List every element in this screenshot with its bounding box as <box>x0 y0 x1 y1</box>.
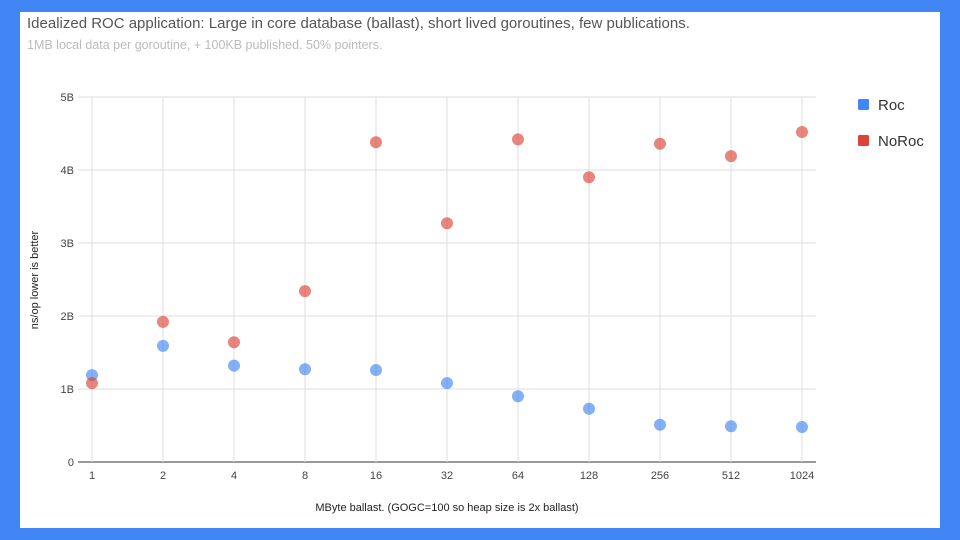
data-point-noroc <box>228 336 240 349</box>
data-point-roc <box>299 363 311 376</box>
x-tick-label: 2 <box>160 470 166 482</box>
x-tick-label: 8 <box>302 470 308 482</box>
data-point-noroc <box>654 137 666 150</box>
data-point-roc <box>370 364 382 377</box>
x-tick-label: 256 <box>651 470 669 482</box>
legend-label-noroc: NoRoc <box>878 133 924 150</box>
data-point-noroc <box>157 315 169 328</box>
y-tick-label: 0 <box>68 457 74 469</box>
x-tick-label: 4 <box>231 470 237 482</box>
x-tick-label: 1024 <box>790 470 814 482</box>
y-tick-label: 4B <box>61 165 74 177</box>
data-point-noroc <box>583 171 595 184</box>
chart-subtitle: 1MB local data per goroutine, + 100KB pu… <box>27 38 383 52</box>
data-point-roc <box>583 402 595 415</box>
chart-card <box>20 12 940 528</box>
x-tick-label: 512 <box>722 470 740 482</box>
x-tick-label: 32 <box>441 470 453 482</box>
data-point-roc <box>157 339 169 352</box>
y-axis-label: ns/op lower is better <box>29 230 41 329</box>
x-tick-label: 1 <box>89 470 95 482</box>
chart-title: Idealized ROC application: Large in core… <box>27 15 690 32</box>
x-tick-label: 128 <box>580 470 598 482</box>
data-point-noroc <box>725 150 737 163</box>
data-point-roc <box>725 420 737 433</box>
y-tick-label: 2B <box>61 311 74 323</box>
data-point-noroc <box>441 217 453 230</box>
data-point-noroc <box>370 136 382 149</box>
x-tick-label: 16 <box>370 470 382 482</box>
data-point-noroc <box>299 285 311 298</box>
legend-swatch-roc <box>858 99 869 110</box>
x-tick-label: 64 <box>512 470 524 482</box>
data-point-noroc <box>512 133 524 146</box>
data-point-roc <box>512 390 524 403</box>
data-point-noroc <box>86 377 98 390</box>
data-point-noroc <box>796 126 808 139</box>
data-point-roc <box>654 418 666 431</box>
x-axis-label: MByte ballast. (GOGC=100 so heap size is… <box>315 502 578 514</box>
legend-label-roc: Roc <box>878 97 905 114</box>
y-tick-label: 5B <box>61 92 74 104</box>
data-point-roc <box>228 359 240 372</box>
y-tick-label: 3B <box>61 238 74 250</box>
legend-swatch-noroc <box>858 135 869 146</box>
y-tick-label: 1B <box>61 384 74 396</box>
data-point-roc <box>441 377 453 390</box>
data-point-roc <box>796 420 808 433</box>
